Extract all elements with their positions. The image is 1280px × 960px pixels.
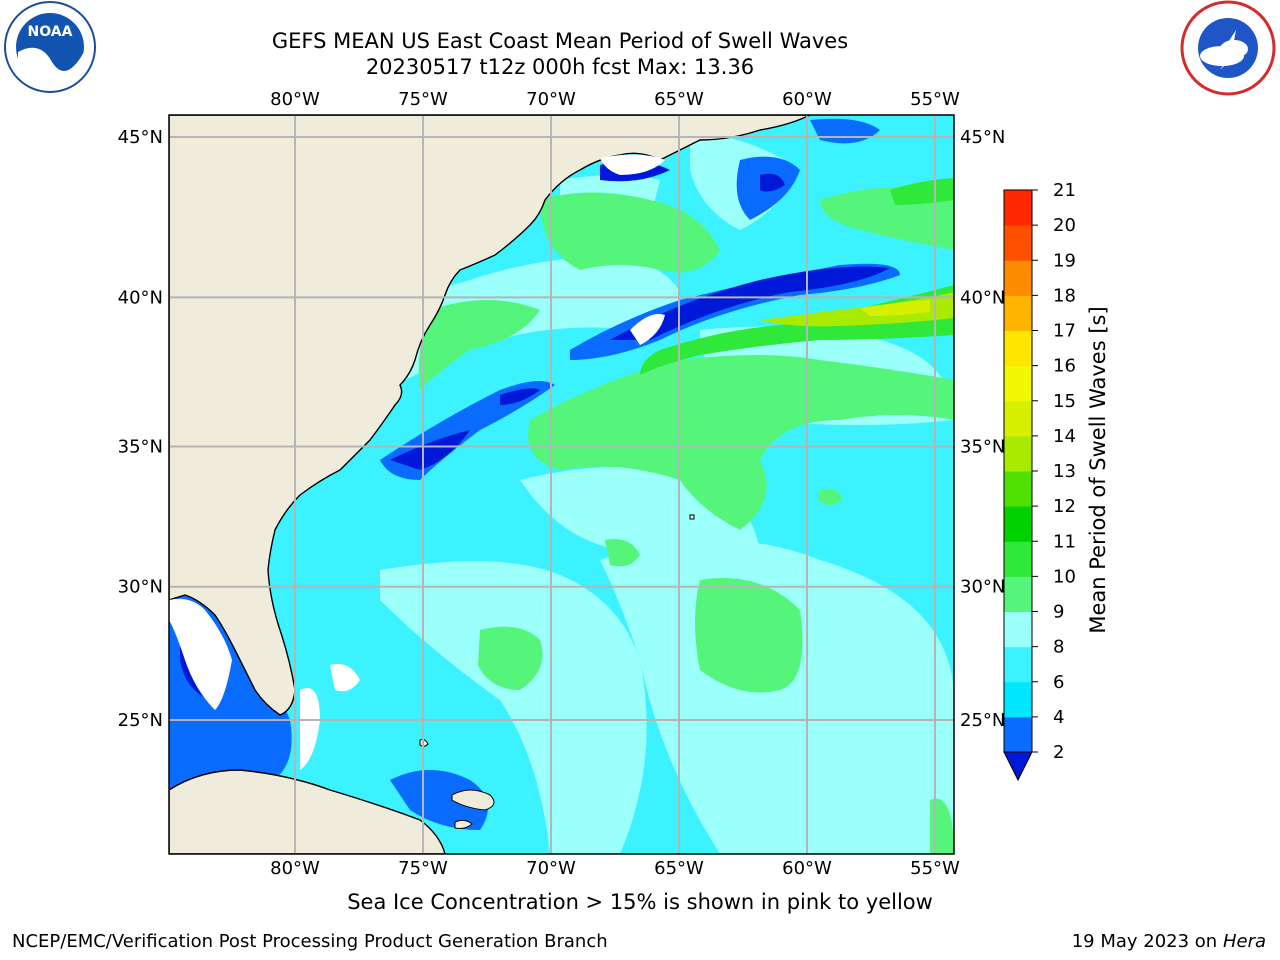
colorbar-bin [1004,681,1032,718]
lon-label-top: 55°W [910,89,960,110]
lat-label-right: 25°N [960,710,1005,731]
colorbar-title: Mean Period of Swell Waves [s] [1086,306,1110,634]
lon-label-bottom: 65°W [654,858,704,879]
colorbar-tick-label: 10 [1053,566,1076,587]
colorbar-tick-label: 19 [1053,250,1076,271]
colorbar-tick-label: 6 [1053,672,1064,693]
noaa-logo-icon: NOAA [4,1,96,93]
footer-date: 19 May 2023 on Hera [1072,931,1266,952]
lon-label-top: 60°W [782,89,832,110]
lon-label-top: 80°W [270,89,320,110]
colorbar-tick-label: 2 [1053,742,1064,763]
lon-label-top: 75°W [398,89,448,110]
lat-label-left: 30°N [118,577,163,598]
colorbar-bin [1004,506,1032,542]
lat-label-right: 45°N [960,127,1005,148]
lon-label-bottom: 75°W [398,858,448,879]
sea-ice-note: Sea Ice Concentration > 15% is shown in … [347,890,933,914]
colorbar-bin [1004,646,1032,683]
colorbar-tick-label: 17 [1053,321,1076,342]
colorbar-tick-label: 8 [1053,637,1064,658]
colorbar-bin [1004,576,1032,612]
lon-label-bottom: 60°W [782,858,832,879]
colorbar-bin [1004,400,1032,437]
lat-label-left: 25°N [118,710,163,731]
lon-label-top: 70°W [526,89,576,110]
footer-host: Hera [1222,931,1266,952]
colorbar-tick-label: 9 [1053,602,1064,623]
colorbar-tick-label: 12 [1053,496,1076,517]
lon-label-bottom: 70°W [526,858,576,879]
map-subtitle: 20230517 t12z 000h fcst Max: 13.36 [365,55,755,79]
colorbar: 2 4 6 8 9 10 11 12 13 14 15 16 17 18 19 20 21 [1003,180,1076,782]
colorbar-bin [1004,435,1032,472]
lat-label-left: 35°N [118,436,163,457]
colorbar-bin [1004,471,1032,507]
colorbar-bin [1004,295,1032,331]
colorbar-tick-label: 15 [1053,391,1076,412]
map-title: GEFS MEAN US East Coast Mean Period of S… [271,29,849,53]
colorbar-bin [1004,190,1032,226]
footer-credit: NCEP/EMC/Verification Post Processing Pr… [12,931,608,952]
lat-label-right: 35°N [960,436,1005,457]
colorbar-tick-label: 4 [1053,707,1064,728]
footer-date-text: 19 May 2023 on [1071,931,1218,952]
colorbar-bin [1004,225,1032,261]
lon-label-bottom: 80°W [270,858,320,879]
colorbar-bin [1004,716,1032,753]
colorbar-tick-label: 21 [1053,180,1076,201]
colorbar-tick-label: 13 [1053,461,1076,482]
colorbar-bin [1004,541,1032,577]
lat-label-right: 30°N [960,577,1005,598]
colorbar-tick-label: 18 [1053,285,1076,306]
lon-label-top: 65°W [654,89,704,110]
lat-label-left: 40°N [118,287,163,308]
lat-label-left: 45°N [118,127,163,148]
colorbar-tick-label: 14 [1053,426,1076,447]
colorbar-tick-label: 16 [1053,356,1076,377]
svg-text:NOAA: NOAA [28,24,73,40]
colorbar-tick-label: 20 [1053,215,1076,236]
colorbar-tick-label: 11 [1053,531,1076,552]
nws-logo-icon [1180,0,1276,96]
lat-label-right: 40°N [960,287,1005,308]
colorbar-bin [1004,330,1032,367]
colorbar-bin [1004,611,1032,648]
cuba-land [169,769,446,854]
colorbar-bin [1004,260,1032,296]
lon-label-bottom: 55°W [910,858,960,879]
colorbar-bin [1004,365,1032,402]
colorbar-underflow-arrow [1003,751,1033,782]
